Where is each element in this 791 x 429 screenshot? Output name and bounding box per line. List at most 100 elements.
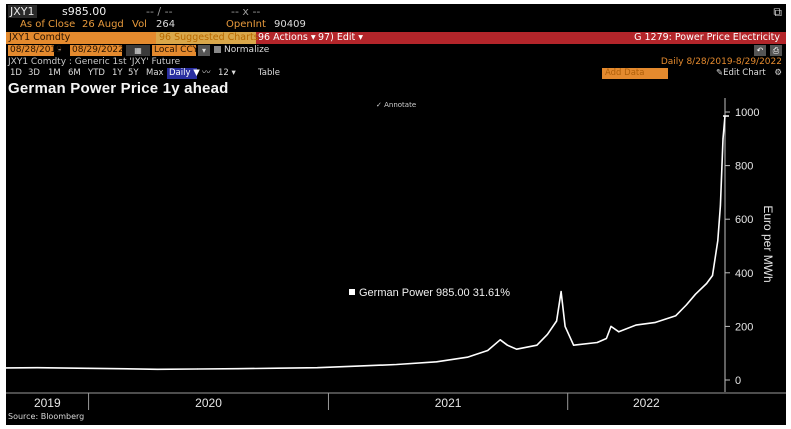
quote-subheader: As of Close 26 Augd Vol 264 OpenInt 9040… (6, 19, 786, 31)
ticker-symbol[interactable]: JXY1 (8, 5, 37, 18)
data-point (654, 321, 657, 323)
chart-mode-select[interactable]: 12 ▾ (218, 68, 236, 78)
period-max[interactable]: Max (146, 68, 164, 78)
chart-title: German Power Price 1y ahead (8, 80, 229, 97)
y-axis-label: Euro per MWh (761, 205, 775, 282)
period-1m[interactable]: 1M (48, 68, 61, 78)
data-point (572, 344, 575, 346)
edit-chart-label: Edit Chart (723, 68, 766, 78)
date-separator: - (58, 45, 62, 55)
data-point (276, 367, 278, 369)
data-point (316, 367, 318, 369)
period-1d[interactable]: 1D (10, 68, 22, 78)
data-point (506, 344, 508, 346)
normalize-toggle[interactable]: Normalize (214, 45, 269, 56)
quote-header: JXY1 s985.00 -- / -- -- x -- ⧉ (6, 5, 786, 19)
edit-label: 97) Edit (318, 32, 356, 43)
open-interest-label: OpenInt (226, 19, 266, 30)
x-tick-label: 2020 (195, 396, 222, 410)
data-point (719, 205, 722, 207)
data-point (546, 333, 548, 336)
period-ytd[interactable]: YTD (88, 68, 105, 78)
chevron-down-icon[interactable]: ▾ (198, 45, 210, 56)
pencil-icon: ✎ (716, 68, 724, 78)
period-3d[interactable]: 3D (28, 68, 40, 78)
volume-value: 264 (156, 19, 176, 30)
gear-icon[interactable]: ⚙ (774, 68, 782, 78)
data-point (685, 304, 687, 306)
y-tick-label: 200 (735, 321, 753, 333)
frequency-select[interactable]: Daily ▼ (167, 68, 200, 79)
y-tick-label: 0 (735, 375, 741, 387)
data-point (596, 341, 598, 344)
security-info-bar: JXY1 Comdty : Generic 1st 'JXY' Future D… (6, 57, 786, 68)
data-point (36, 367, 39, 369)
bid-ask-placeholder: -- / -- (146, 5, 173, 18)
legend-swatch (349, 289, 355, 295)
print-icon[interactable]: ⎙ (770, 45, 782, 56)
frequency-label: Daily (169, 68, 191, 78)
annotate-button[interactable]: ✓ Annotate (376, 101, 416, 109)
security-description: JXY1 Comdty : Generic 1st 'JXY' Future (8, 57, 181, 67)
chevron-down-icon: ▼ (193, 68, 200, 78)
y-tick-label: 1000 (735, 107, 759, 119)
data-point (635, 324, 637, 326)
data-point (396, 363, 398, 366)
calendar-icon[interactable]: ▦ (126, 45, 150, 56)
chart-mode-label: 12 (218, 68, 229, 78)
data-point (618, 331, 620, 333)
as-of-label: As of Close (20, 19, 76, 30)
data-point (706, 282, 708, 285)
series-line-german-power[interactable] (6, 115, 726, 371)
edit-chart-button[interactable]: ✎Edit Chart (716, 68, 766, 79)
popout-icon[interactable]: ⧉ (773, 5, 782, 19)
table-button[interactable]: Table (258, 68, 280, 78)
function-title: G 1279: Power Price Electricity (634, 32, 780, 43)
period-5y[interactable]: 5Y (128, 68, 139, 78)
line-style-icon[interactable]: 〰 (202, 68, 211, 78)
open-interest-value: 90409 (274, 19, 306, 30)
add-data-input[interactable]: Add Data (602, 68, 668, 79)
actions-menu[interactable]: 96 Actions ▾ (258, 32, 316, 43)
data-point (499, 339, 501, 341)
data-point (564, 325, 566, 327)
data-point (236, 368, 238, 370)
data-point (156, 368, 159, 370)
start-date-input[interactable]: 08/28/2019 (8, 45, 62, 56)
y-tick-label: 800 (735, 161, 753, 173)
line-chart[interactable]: ✓ Annotate 0 200 400 600 800 1000 Euro per MWh 2… (6, 4, 786, 425)
end-date-input[interactable]: 08/29/2022 (70, 45, 124, 56)
currency-select[interactable]: Local CCY (152, 45, 199, 56)
data-point (466, 356, 469, 358)
data-point (722, 138, 724, 140)
suggested-charts-button[interactable]: 96 Suggested Charts (156, 32, 259, 44)
legend-label: German Power 985.00 31.61% (359, 287, 510, 299)
function-toolbar: JXY1 Comdty 96 Suggested Charts 96 Actio… (6, 32, 786, 44)
y-tick-label: 400 (735, 268, 753, 280)
y-tick-label: 600 (735, 214, 753, 226)
as-of-date: 26 Augd (82, 19, 124, 30)
data-point (717, 240, 719, 242)
data-point (436, 361, 438, 363)
data-point (560, 290, 562, 293)
data-point (76, 367, 79, 369)
checkbox-icon (214, 46, 221, 53)
date-range-bar: 08/28/2019 - 08/29/2022 ▦ Local CCY ▾ No… (6, 45, 786, 56)
period-bar: 1D 3D 1M 6M YTD 1Y 5Y Max Daily ▼ 〰 12 ▾… (6, 68, 786, 79)
bloomberg-terminal-window: JXY1 s985.00 -- / -- -- x -- ⧉ As of Clo… (6, 4, 786, 425)
series-legend[interactable]: German Power 985.00 31.61% (349, 287, 510, 299)
period-1y[interactable]: 1Y (112, 68, 123, 78)
x-tick-label: 2019 (34, 396, 61, 410)
data-point (610, 325, 612, 327)
undo-icon[interactable]: ↶ (754, 45, 766, 56)
size-placeholder: -- x -- (231, 5, 261, 18)
data-point (6, 367, 7, 369)
volume-label: Vol (132, 19, 147, 30)
annotate-label: ✓ Annotate (376, 101, 416, 109)
data-point (196, 368, 198, 370)
normalize-label: Normalize (224, 45, 270, 55)
period-6m[interactable]: 6M (68, 68, 81, 78)
x-tick-label: 2021 (435, 396, 462, 410)
security-field[interactable]: JXY1 Comdty (6, 32, 156, 44)
edit-menu[interactable]: 97) Edit ▾ (318, 32, 364, 43)
